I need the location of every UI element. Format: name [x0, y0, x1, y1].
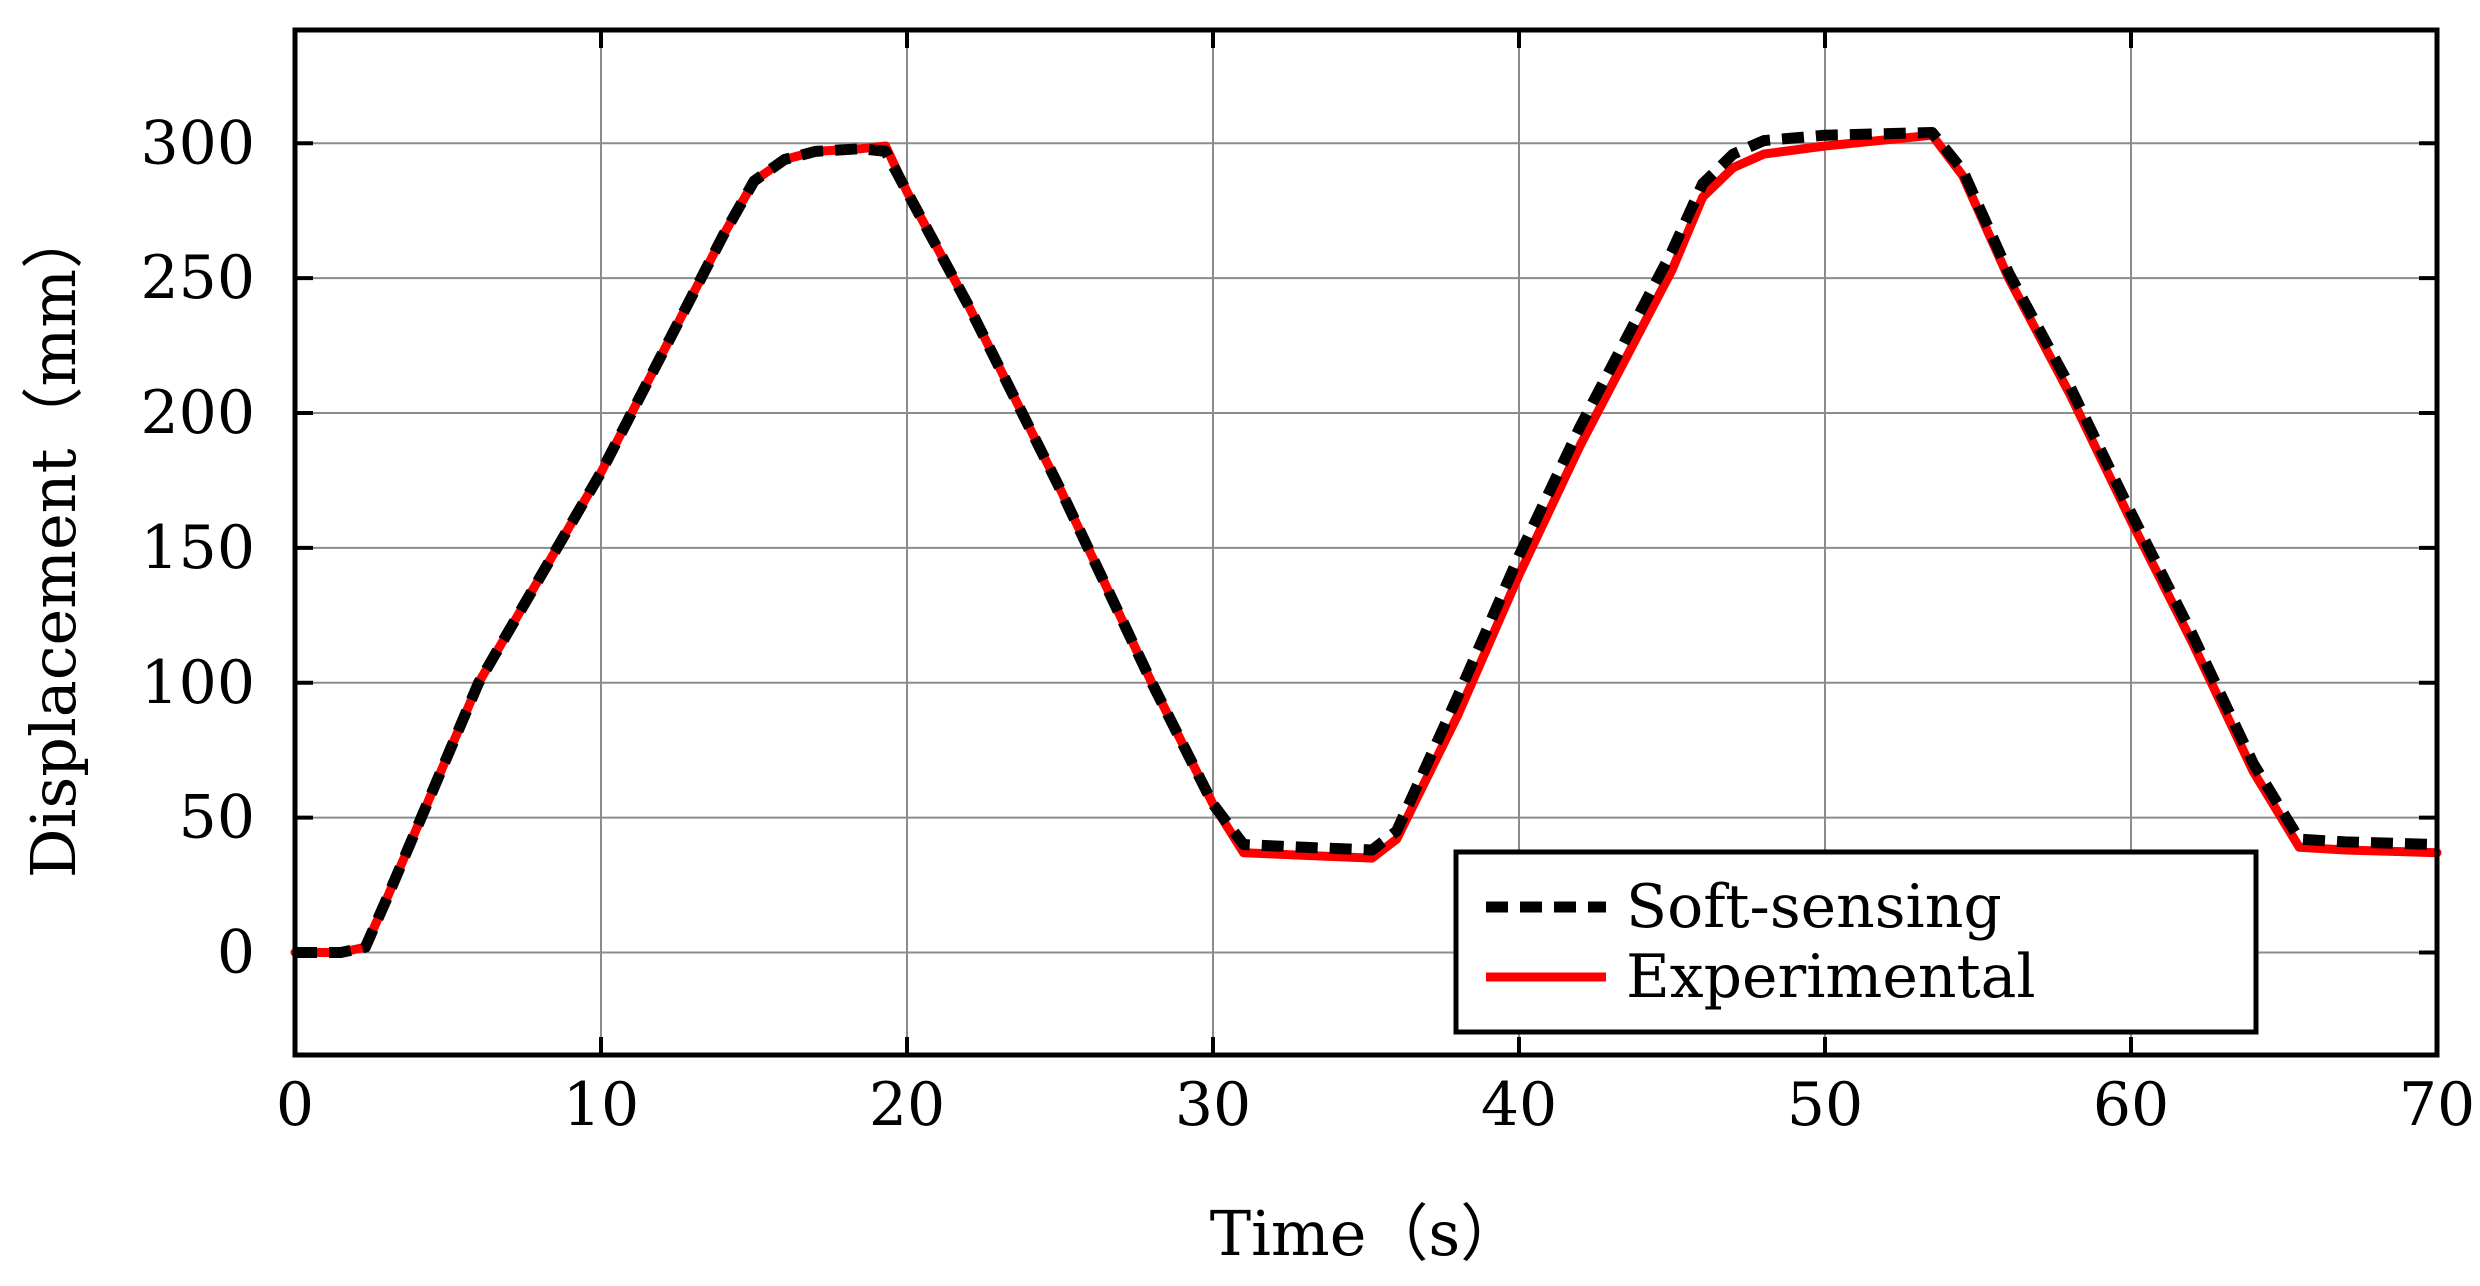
tick-labels: 0 10 20 30 40 50 60 70 0 50 100 150 200 250 300	[140, 108, 2475, 1140]
series-line-experimental	[290, 130, 2442, 957]
x-axis-label: Time（s）	[1210, 1197, 1522, 1270]
series-layer	[290, 127, 2442, 958]
y-tick-label-100: 100	[140, 648, 255, 718]
legend-label-experimental: Experimental	[1626, 942, 2036, 1012]
y-tick-label-0: 0	[217, 918, 255, 988]
y-tick-label-300: 300	[140, 108, 255, 178]
x-tick-label-40: 40	[1481, 1070, 1557, 1140]
grid	[295, 30, 2437, 1055]
legend-label-soft-sensing: Soft-sensing	[1626, 872, 2002, 942]
x-tick-label-0: 0	[276, 1070, 314, 1140]
legend-box	[1453, 849, 2259, 1035]
x-tick-label-10: 10	[563, 1070, 639, 1140]
x-tick-label-20: 20	[869, 1070, 945, 1140]
plot-frame	[292, 27, 2440, 1058]
x-tick-label-50: 50	[1787, 1070, 1863, 1140]
y-tick-label-50: 50	[179, 783, 255, 853]
x-tick-label-70: 70	[2399, 1070, 2475, 1140]
x-tick-label-30: 30	[1175, 1070, 1251, 1140]
y-tick-label-200: 200	[140, 378, 255, 448]
y-axis-label: Displacement（mm）	[17, 207, 90, 878]
ticks	[293, 30, 2439, 1055]
x-tick-label-60: 60	[2093, 1070, 2169, 1140]
legend: Soft-sensing Experimental	[1453, 849, 2259, 1035]
y-tick-label-250: 250	[140, 243, 255, 313]
y-tick-label-150: 150	[140, 513, 255, 583]
series-line-soft-sensing	[295, 127, 2438, 958]
